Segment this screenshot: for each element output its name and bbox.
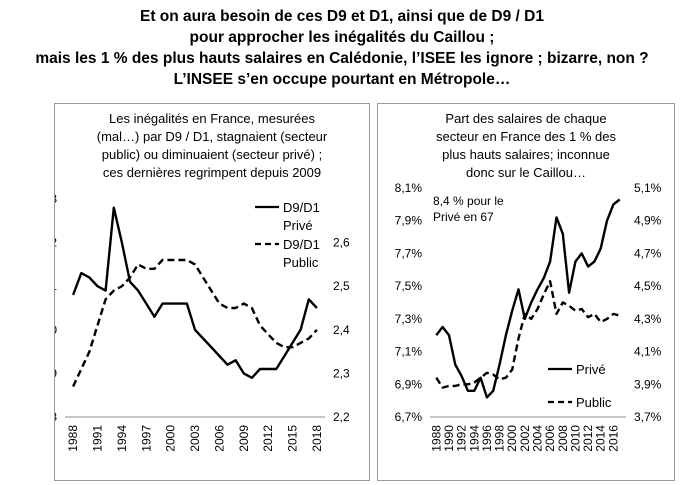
- headline-line-4: L’INSEE s’en occupe pourtant en Métropol…: [173, 71, 511, 88]
- annotation: 8,4 % pour le Privé en 67: [433, 194, 504, 224]
- chart-title-line: donc sur le Caillou…: [466, 165, 586, 180]
- y-left-tick-label: 7,7%: [395, 246, 423, 260]
- chart-title-line: plus hauts salaires; inconnue: [442, 147, 610, 162]
- y-left-tick-label: 7,1%: [395, 345, 423, 359]
- x-tick-label: 1991: [91, 425, 105, 452]
- x-tick-label: 2000: [505, 425, 519, 452]
- headline: Et on aura besoin de ces D9 et D1, ainsi…: [0, 6, 684, 90]
- x-tick-label: 1994: [115, 425, 129, 452]
- legend-label: Public: [283, 255, 319, 270]
- x-tick-label: 2009: [237, 425, 251, 452]
- series-line-priv-: [435, 198, 621, 399]
- y-right-tick-label: 2,6: [333, 236, 350, 250]
- x-tick-label: 2004: [530, 425, 544, 452]
- x-tick-label: 1996: [480, 425, 494, 452]
- x-tick-label: 2006: [543, 425, 557, 452]
- y-right-tick-label: 4,9%: [634, 214, 662, 228]
- y-right-tick-label: 4,5%: [634, 279, 662, 293]
- headline-line-3: mais les 1 % des plus hauts salaires en …: [35, 50, 649, 67]
- chart-left: Les inégalités en France, mesurées (mal……: [40, 111, 350, 452]
- y-right-tick-label: 4,7%: [634, 246, 662, 260]
- chart-title-line: Les inégalités en France, mesurées: [109, 111, 315, 126]
- y-right-tick-label: 2,2: [333, 410, 350, 424]
- y-right-tick-label: 4,3%: [634, 312, 662, 326]
- chart-title-line: secteur en France des 1 % des: [436, 129, 616, 144]
- x-tick-label: 1988: [66, 425, 80, 452]
- y-left-tick-label: 3,3: [55, 192, 57, 206]
- y-right-tick-label: 2,5: [333, 279, 350, 293]
- x-tick-label: 2012: [261, 425, 275, 452]
- chart-panel-left: Les inégalités en France, mesurées (mal……: [40, 103, 370, 481]
- x-tick-label: 2014: [594, 425, 608, 452]
- x-tick-label: 1990: [442, 425, 456, 452]
- y-left-tick-label: 8,1%: [395, 181, 423, 195]
- x-tick-label: 1994: [467, 425, 481, 452]
- x-tick-label: 2010: [568, 425, 582, 452]
- y-right-tick-label: 3,7%: [634, 410, 662, 424]
- x-tick-label: 2000: [164, 425, 178, 452]
- series-line-d9-d1-public: [72, 258, 318, 388]
- legend-label: D9/D1: [283, 237, 320, 252]
- x-tick-label: 2016: [606, 425, 620, 452]
- chart-right: Part des salaires de chaque secteur en F…: [395, 111, 662, 452]
- chart-panel-right: Part des salaires de chaque secteur en F…: [377, 103, 675, 481]
- y-left-tick-label: 2,9: [55, 366, 57, 380]
- headline-line-1: Et on aura besoin de ces D9 et D1, ainsi…: [140, 8, 544, 25]
- y-right-tick-label: 5,1%: [634, 181, 662, 195]
- y-left-tick-label: 3,1: [55, 279, 57, 293]
- y-left-tick-label: 6,9%: [395, 377, 423, 391]
- chart-title-line: public) ou diminuaient (secteur privé) ;: [102, 147, 322, 162]
- y-left-tick-label: 3,2: [55, 236, 57, 250]
- y-left-tick-label: 3,0: [55, 323, 57, 337]
- chart-title: Part des salaires de chaque secteur en F…: [436, 111, 616, 180]
- x-tick-label: 1992: [455, 425, 469, 452]
- chart-title: Les inégalités en France, mesurées (mal……: [97, 111, 328, 180]
- x-tick-label: 2006: [212, 425, 226, 452]
- axes: 6,7% 6,9% 7,1% 7,3% 7,5% 7,7% 7,9% 8,1% 3,7% 3,9%…: [395, 181, 662, 452]
- chart-title-line: Part des salaires de chaque: [445, 111, 606, 126]
- y-left-tick-label: 6,7%: [395, 410, 423, 424]
- legend-label: Privé: [576, 362, 606, 377]
- y-left-tick-label: 7,5%: [395, 279, 423, 293]
- x-tick-label: 2015: [286, 425, 300, 452]
- y-right-tick-label: 3,9%: [634, 377, 662, 391]
- x-tick-label: 2018: [310, 425, 324, 452]
- y-right-tick-label: 4,1%: [634, 345, 662, 359]
- annotation-line: Privé en 67: [433, 210, 494, 224]
- legend-label: Privé: [283, 218, 313, 233]
- chart-title-line: (mal…) par D9 / D1, stagnaient (secteur: [97, 129, 328, 144]
- x-tick-label: 2012: [581, 425, 595, 452]
- x-tick-label: 1998: [493, 425, 507, 452]
- y-left-tick-label: 7,3%: [395, 312, 423, 326]
- x-tick-label: 1997: [139, 425, 153, 452]
- legend: Privé Public: [548, 362, 612, 410]
- y-right-tick-label: 2,4: [333, 323, 350, 337]
- legend-label: Public: [576, 395, 612, 410]
- y-left-tick-label: 7,9%: [395, 214, 423, 228]
- annotation-line: 8,4 % pour le: [433, 194, 504, 208]
- chart-title-line: ces dernières regrimpent depuis 2009: [103, 165, 321, 180]
- series-line-public: [435, 279, 621, 389]
- legend: D9/D1 Privé D9/D1 Public: [255, 200, 320, 270]
- x-tick-label: 1988: [429, 425, 443, 452]
- x-tick-label: 2008: [556, 425, 570, 452]
- y-right-tick-label: 2,3: [333, 366, 350, 380]
- headline-line-2: pour approcher les inégalités du Caillou…: [189, 29, 495, 46]
- y-left-tick-label: 2,8: [55, 410, 57, 424]
- legend-label: D9/D1: [283, 200, 320, 215]
- x-tick-label: 2002: [518, 425, 532, 452]
- series-line-d9-d1-priv-: [71, 206, 318, 379]
- x-tick-label: 2003: [188, 425, 202, 452]
